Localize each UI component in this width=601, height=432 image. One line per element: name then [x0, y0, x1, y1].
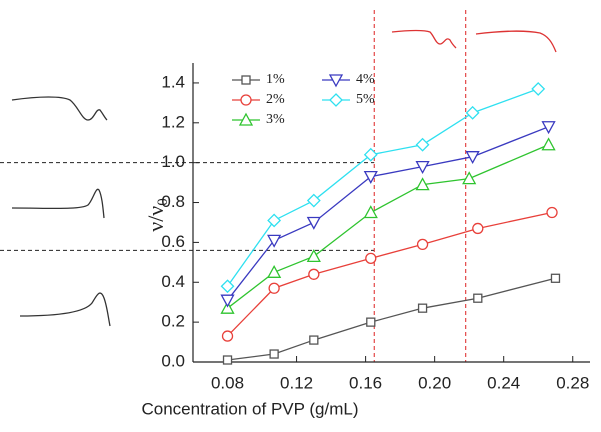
data-point [363, 170, 378, 184]
data-point [415, 177, 430, 191]
x-tick-label: 0.28 [556, 373, 589, 392]
legend-label: 4% [356, 72, 375, 87]
legend-label: 5% [356, 92, 375, 107]
y-tick-label: 1.4 [161, 72, 185, 91]
x-tick-label: 0.08 [211, 373, 244, 392]
x-tick-label: 0.12 [280, 373, 313, 392]
data-point [306, 248, 321, 263]
y-tick-label: 0.0 [161, 351, 185, 370]
sketch [11, 96, 108, 121]
data-point [462, 171, 477, 185]
data-point [220, 294, 235, 308]
sketch [391, 29, 457, 49]
legend-label: 2% [266, 92, 285, 107]
data-point [546, 206, 558, 219]
sketch [475, 30, 557, 53]
data-point [269, 349, 279, 359]
data-point [472, 222, 484, 235]
y-tick-label: 1.0 [161, 152, 185, 171]
sketch [11, 188, 105, 219]
data-point [531, 81, 546, 96]
y-tick-label: 0.2 [161, 312, 185, 331]
data-point [415, 137, 430, 152]
sketch [19, 292, 111, 327]
y-tick-label: 0.6 [161, 232, 185, 251]
data-point [363, 147, 378, 162]
data-point [306, 193, 321, 208]
legend-marker [328, 74, 344, 88]
x-tick-label: 0.16 [349, 373, 382, 392]
data-point [541, 121, 556, 135]
x-axis-label: Concentration of PVP (g/mL) [141, 399, 358, 418]
data-point [363, 205, 378, 219]
x-tick-label: 0.24 [487, 373, 520, 392]
data-point [365, 252, 377, 264]
data-point [473, 293, 483, 303]
data-point [417, 303, 428, 313]
legend-label: 1% [266, 72, 285, 87]
y-tick-label: 0.4 [161, 272, 185, 291]
data-point [465, 151, 480, 165]
data-point [308, 268, 320, 280]
legend-label: 3% [266, 112, 285, 127]
data-point [267, 234, 282, 248]
data-point [366, 317, 376, 327]
y-tick-label: 1.2 [161, 112, 185, 131]
legend-marker [240, 94, 252, 106]
data-point [220, 279, 235, 294]
legend-marker [241, 75, 251, 85]
data-point [415, 161, 430, 175]
data-point [309, 335, 319, 345]
data-point [267, 264, 282, 278]
data-point [220, 300, 235, 314]
data-point [221, 330, 234, 342]
data-point [541, 137, 556, 151]
y-axis-label-sub: 0 [155, 198, 171, 206]
y-tick-label: 0.8 [161, 192, 185, 211]
data-point [416, 238, 429, 251]
legend-marker [238, 112, 254, 126]
data-point [267, 213, 282, 228]
legend-marker [329, 93, 343, 107]
data-point [222, 355, 233, 365]
y-axis-label: ν/ν0 [143, 198, 171, 232]
y-axis-label-main: ν/ν [143, 206, 168, 232]
data-point [306, 216, 321, 230]
x-tick-label: 0.20 [418, 373, 451, 392]
data-point [465, 105, 480, 120]
data-point [550, 273, 561, 283]
data-point [268, 282, 280, 294]
